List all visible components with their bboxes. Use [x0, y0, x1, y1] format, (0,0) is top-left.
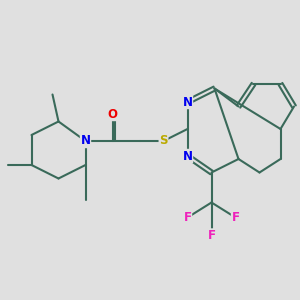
Text: S: S [159, 134, 168, 148]
Text: F: F [232, 211, 239, 224]
Text: N: N [182, 95, 193, 109]
Text: F: F [184, 211, 191, 224]
Text: O: O [107, 107, 118, 121]
Text: N: N [80, 134, 91, 148]
Text: N: N [182, 149, 193, 163]
Text: F: F [208, 229, 215, 242]
